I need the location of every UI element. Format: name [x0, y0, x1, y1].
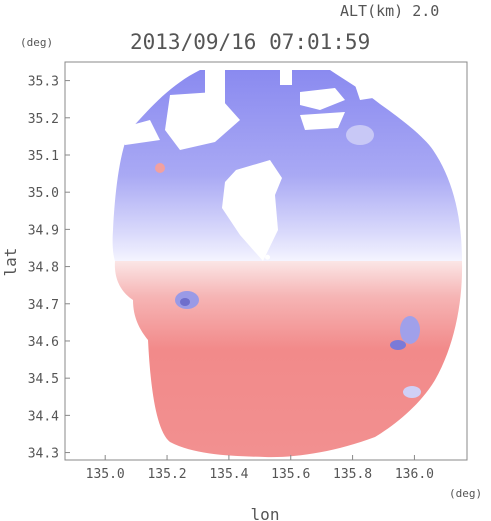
- x-unit-label: (deg): [449, 487, 482, 500]
- y-tick-label: 34.9: [28, 223, 59, 238]
- chart-subtitle: ALT(km) 2.0: [340, 2, 439, 20]
- y-tick-label: 35.0: [28, 186, 59, 201]
- x-tick-label: 135.0: [86, 467, 125, 482]
- radar-data-field: [112, 70, 463, 458]
- no-data-gaps: [113, 70, 400, 261]
- y-tick-label: 34.3: [28, 447, 59, 462]
- x-tick-label: 135.6: [271, 467, 310, 482]
- chart-title: 2013/09/16 07:01:59: [130, 30, 370, 54]
- y-unit-label: (deg): [20, 36, 53, 49]
- data-artifacts: [155, 125, 421, 398]
- y-tick-label: 34.4: [28, 409, 59, 424]
- x-axis-label: lon: [251, 505, 280, 521]
- x-axis: 135.0 135.2 135.4 135.6 135.8 136.0: [86, 455, 434, 482]
- y-tick-label: 35.3: [28, 75, 59, 90]
- y-tick-label: 34.6: [28, 335, 59, 350]
- y-tick-label: 34.8: [28, 261, 59, 276]
- y-tick-label: 34.5: [28, 372, 59, 387]
- radar-site-marker: [265, 254, 271, 260]
- x-tick-label: 135.8: [333, 467, 372, 482]
- y-axis-label: lat: [1, 248, 20, 277]
- receding-region: [114, 261, 463, 458]
- x-tick-label: 135.4: [209, 467, 248, 482]
- x-tick-label: 136.0: [395, 467, 434, 482]
- y-tick-label: 34.7: [28, 298, 59, 313]
- y-tick-label: 35.2: [28, 112, 59, 127]
- y-tick-label: 35.1: [28, 149, 59, 164]
- approaching-region: [112, 70, 462, 261]
- plot-frame: [64, 61, 468, 461]
- y-axis: 34.3 34.4 34.5 34.6 34.7 34.8 34.9 35.0 35.1 35.2…: [28, 75, 70, 462]
- x-tick-label: 135.2: [147, 467, 186, 482]
